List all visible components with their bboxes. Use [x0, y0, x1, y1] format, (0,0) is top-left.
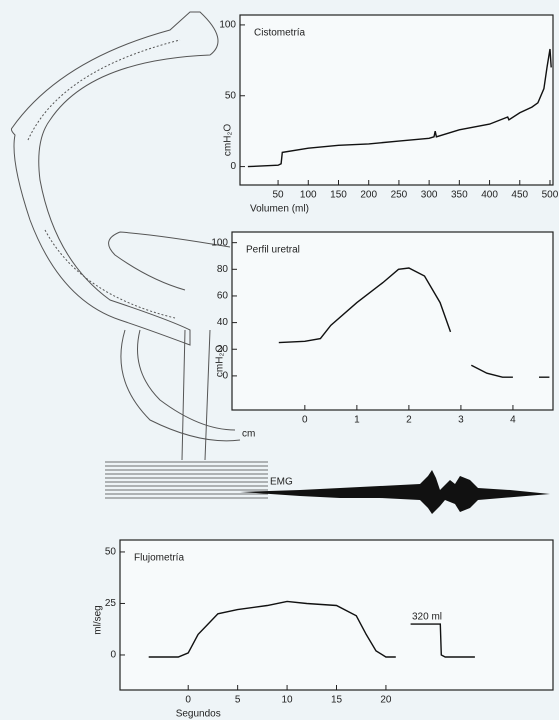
- x-axis-label: cm: [242, 429, 255, 440]
- y-axis-label: cmH₂O: [223, 124, 234, 156]
- x-tick-label: 10: [282, 695, 294, 706]
- plot-frame: [232, 232, 553, 410]
- y-tick-label: 40: [217, 317, 229, 328]
- x-tick-label: 1: [354, 415, 360, 426]
- y-tick-label: 0: [110, 650, 116, 661]
- y-tick-label: 100: [219, 20, 236, 31]
- x-tick-label: 500: [542, 190, 559, 201]
- x-axis-label: Segundos: [176, 709, 221, 720]
- x-tick-label: 0: [185, 695, 191, 706]
- x-tick-label: 200: [360, 190, 377, 201]
- annotation: 320 ml: [412, 612, 442, 623]
- y-tick-label: 100: [211, 237, 228, 248]
- y-tick-label: 25: [105, 598, 117, 609]
- chart-title: Perfil uretral: [246, 245, 300, 256]
- y-tick-label: 80: [217, 264, 229, 275]
- plot-frame: [120, 540, 553, 690]
- y-axis-label: cmH₂O: [215, 345, 226, 377]
- plot-frame: [240, 15, 553, 185]
- x-tick-label: 20: [380, 695, 392, 706]
- x-tick-label: 4: [510, 415, 516, 426]
- x-tick-label: 5: [235, 695, 241, 706]
- x-tick-label: 350: [451, 190, 468, 201]
- chart-title: Cistometría: [254, 28, 306, 39]
- x-tick-label: 50: [273, 190, 285, 201]
- x-tick-label: 2: [406, 415, 412, 426]
- x-tick-label: 15: [331, 695, 343, 706]
- muscle-fibers: [105, 462, 268, 498]
- x-tick-label: 150: [330, 190, 347, 201]
- y-tick-label: 0: [230, 161, 236, 172]
- figure: EMG Cistometría0501005010015020025030035…: [0, 0, 559, 720]
- x-tick-label: 100: [300, 190, 317, 201]
- y-tick-label: 50: [225, 90, 237, 101]
- x-tick-label: 450: [511, 190, 528, 201]
- x-tick-label: 400: [481, 190, 498, 201]
- x-tick-label: 3: [458, 415, 464, 426]
- y-tick-label: 50: [105, 547, 117, 558]
- y-axis-label: ml/seg: [93, 605, 104, 634]
- emg-label: EMG: [270, 477, 293, 488]
- x-tick-label: 300: [421, 190, 438, 201]
- chart-title: Flujometría: [134, 553, 184, 564]
- x-tick-label: 0: [302, 415, 308, 426]
- x-tick-label: 250: [391, 190, 408, 201]
- y-tick-label: 60: [217, 291, 229, 302]
- x-axis-label: Volumen (ml): [250, 204, 309, 215]
